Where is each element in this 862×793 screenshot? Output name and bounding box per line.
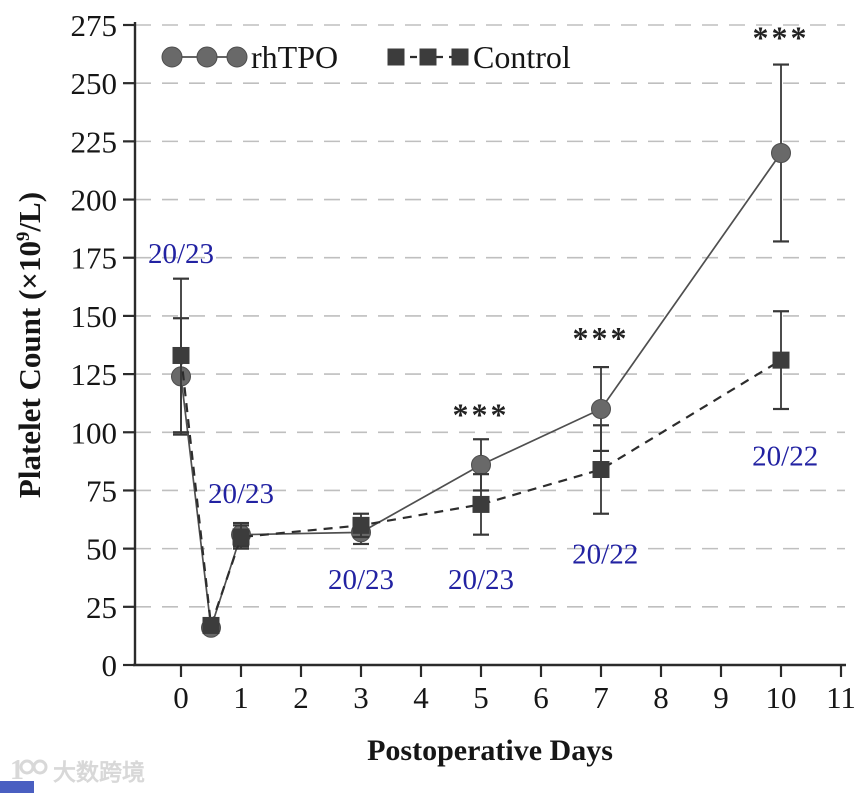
x-tick-label: 7 bbox=[593, 680, 609, 715]
watermark-logo-icon: 1 bbox=[10, 755, 24, 786]
y-tick-label: 250 bbox=[71, 66, 118, 101]
y-tick-label: 75 bbox=[86, 473, 117, 508]
significance-marker: *** bbox=[573, 320, 630, 356]
x-tick-label: 1 bbox=[233, 680, 249, 715]
legend-marker-circle bbox=[226, 46, 248, 68]
y-tick-label: 25 bbox=[86, 590, 117, 625]
series-line-rhTPO bbox=[180, 152, 782, 629]
x-tick-label: 10 bbox=[766, 680, 797, 715]
x-tick-label: 5 bbox=[473, 680, 489, 715]
y-tick-label: 225 bbox=[71, 124, 118, 159]
y-tick-label: 150 bbox=[71, 299, 118, 334]
watermark-logo-icon bbox=[32, 759, 48, 775]
data-point-Control bbox=[202, 616, 220, 634]
sample-size-annotation: 20/22 bbox=[752, 441, 818, 473]
x-tick-label: 3 bbox=[353, 680, 369, 715]
data-point-rhTPO bbox=[471, 454, 491, 475]
x-tick-label: 9 bbox=[713, 680, 729, 715]
y-tick-label: 175 bbox=[71, 241, 118, 276]
data-point-rhTPO bbox=[591, 399, 611, 419]
legend-label-control: Control bbox=[473, 39, 571, 75]
x-axis-title: Postoperative Days bbox=[367, 734, 613, 767]
legend-marker-square bbox=[451, 48, 469, 66]
watermark-text: 大数跨境 bbox=[53, 759, 145, 785]
x-tick-label: 2 bbox=[293, 680, 309, 715]
data-point-rhTPO bbox=[771, 143, 791, 163]
data-point-Control bbox=[592, 461, 610, 479]
y-tick-label: 0 bbox=[102, 648, 118, 683]
data-point-Control bbox=[772, 351, 790, 369]
sample-size-annotation: 20/23 bbox=[448, 564, 514, 596]
y-axis-title: Platelet Count (×109/L) bbox=[12, 192, 47, 498]
x-tick-label: 8 bbox=[653, 680, 669, 715]
y-tick-label: 125 bbox=[71, 357, 118, 392]
legend-marker-circle bbox=[196, 46, 218, 68]
legend-marker-square bbox=[387, 48, 405, 66]
x-tick-label: 11 bbox=[826, 680, 856, 715]
y-tick-label: 200 bbox=[71, 183, 118, 218]
legend-marker-circle bbox=[161, 46, 183, 68]
x-tick-label: 6 bbox=[533, 680, 549, 715]
sample-size-annotation: 20/22 bbox=[572, 538, 638, 570]
y-tick-label: 275 bbox=[71, 8, 118, 43]
y-tick-label: 100 bbox=[71, 415, 118, 450]
sample-size-annotation: 20/23 bbox=[208, 478, 274, 510]
x-tick-label: 4 bbox=[413, 680, 429, 715]
legend-label-rhtpo: rhTPO bbox=[251, 39, 338, 75]
significance-marker: *** bbox=[753, 20, 810, 56]
watermark-badge bbox=[0, 781, 34, 793]
x-tick-label: 0 bbox=[173, 680, 189, 715]
sample-size-annotation: 20/23 bbox=[328, 564, 394, 596]
sample-size-annotation: 20/23 bbox=[148, 238, 214, 270]
data-point-Control bbox=[472, 495, 490, 513]
data-point-Control bbox=[172, 346, 190, 364]
data-point-Control bbox=[352, 516, 370, 534]
y-tick-label: 50 bbox=[86, 532, 117, 567]
significance-marker: *** bbox=[453, 397, 510, 433]
legend-marker-square bbox=[419, 48, 437, 66]
data-point-Control bbox=[232, 528, 250, 546]
